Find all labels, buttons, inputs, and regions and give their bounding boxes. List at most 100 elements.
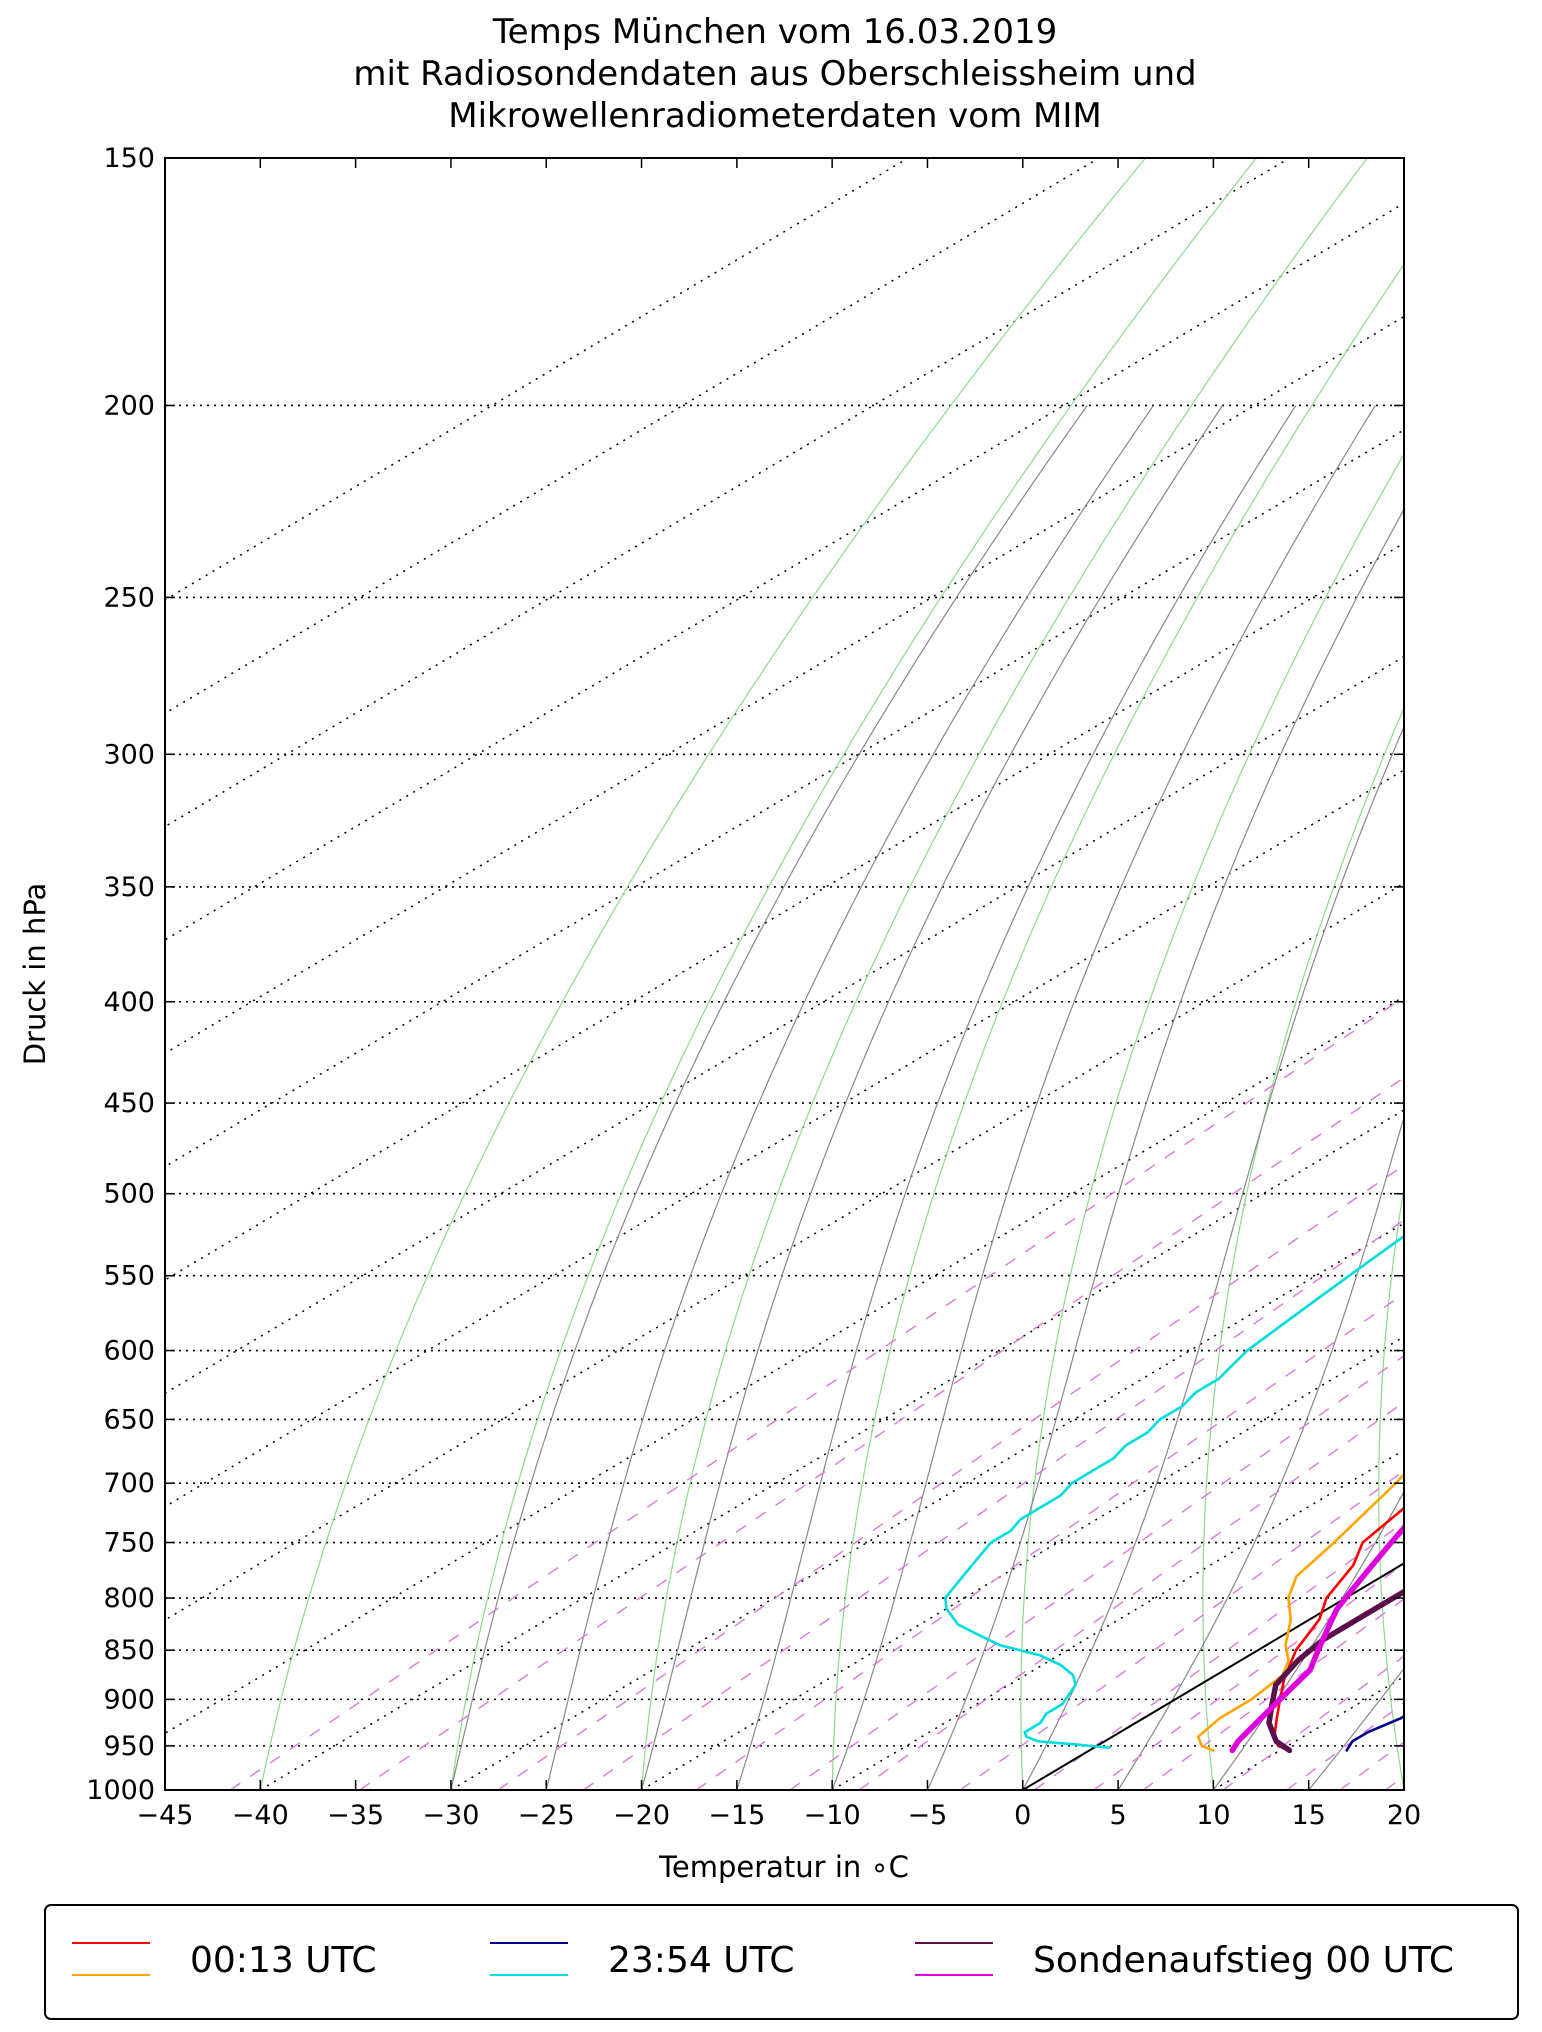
y-tick-label: 400 bbox=[103, 987, 155, 1018]
moist-adiabat-line bbox=[831, 405, 1376, 1790]
mixing-ratio-line bbox=[789, 1354, 1404, 1790]
x-tick-label: 15 bbox=[1292, 1800, 1326, 1831]
dry-adiabat-line bbox=[1378, 1183, 1404, 1790]
mixing-ratio-line bbox=[1034, 1521, 1404, 1790]
legend-label: 00:13 UTC bbox=[190, 1940, 377, 1981]
moist-adiabat-line bbox=[926, 507, 1404, 1790]
y-axis-ticks: 150 200 250 300 350 400 450 500 550 600 650 700 750 8… bbox=[86, 143, 1404, 1806]
mixing-ratio-line bbox=[1426, 406, 1542, 1791]
chart-title-line: Temps München vom 16.03.2019 bbox=[492, 12, 1058, 52]
y-tick-label: 200 bbox=[103, 390, 155, 421]
plot-series bbox=[944, 1234, 1404, 1754]
moist-adiabat-line bbox=[640, 405, 1223, 1790]
y-tick-label: 800 bbox=[103, 1583, 155, 1614]
x-tick-label: −5 bbox=[908, 1800, 948, 1831]
y-tick-label: 500 bbox=[103, 1179, 155, 1210]
isotherm-line bbox=[831, 1449, 1404, 1790]
isotherm-line bbox=[165, 429, 1404, 1168]
x-tick-label: 10 bbox=[1196, 1800, 1230, 1831]
chart-title-line: mit Radiosondendaten aus Oberschleisshei… bbox=[353, 54, 1196, 94]
mixing-ratio-line bbox=[1494, 406, 1542, 1791]
x-tick-label: −10 bbox=[804, 1800, 861, 1831]
x-tick-label: −45 bbox=[137, 1800, 194, 1831]
x-tick-label: −30 bbox=[422, 1800, 479, 1831]
legend: 00:13 UTC 23:54 UTC Sondenaufstieg 00 UTC bbox=[44, 1904, 1519, 2020]
isotherm-line bbox=[450, 1222, 1404, 1790]
moist-adiabat-line bbox=[450, 405, 1088, 1790]
isotherm-line bbox=[165, 655, 1404, 1395]
y-tick-label: 150 bbox=[103, 143, 155, 174]
y-tick-label: 950 bbox=[103, 1731, 155, 1762]
x-tick-label: −15 bbox=[708, 1800, 765, 1831]
isotherm-line bbox=[165, 995, 1404, 1735]
series-line-temperature-4 bbox=[1266, 1588, 1404, 1754]
y-tick-label: 650 bbox=[103, 1404, 155, 1435]
x-tick-label: 5 bbox=[1109, 1800, 1126, 1831]
isotherm-line bbox=[165, 158, 1290, 828]
moist-adiabat-line bbox=[1022, 725, 1404, 1790]
x-axis-ticks: −45 −40 −35 −30 −25 −20 −15 −10 −5 0 5 10 15 20 bbox=[137, 158, 1421, 1831]
dry-adiabat-line bbox=[259, 158, 1146, 1790]
y-axis-label: Druck in hPa bbox=[18, 883, 52, 1066]
x-tick-label: −25 bbox=[518, 1800, 575, 1831]
isotherm-line bbox=[1403, 1789, 1404, 1790]
mixing-ratio-line bbox=[1385, 1775, 1404, 1790]
plot-frame bbox=[164, 157, 1405, 1791]
legend-label: 23:54 UTC bbox=[608, 1940, 795, 1981]
isotherm-line bbox=[165, 542, 1404, 1281]
isotherm-line bbox=[1213, 1675, 1404, 1790]
y-tick-label: 450 bbox=[103, 1088, 155, 1119]
plot-background-lines bbox=[165, 158, 1542, 1791]
y-tick-label: 600 bbox=[103, 1336, 155, 1367]
moist-adiabat-line bbox=[1308, 1667, 1404, 1790]
x-tick-label: −40 bbox=[232, 1800, 289, 1831]
mixing-ratio-line bbox=[959, 1470, 1404, 1790]
series-line-dewpoint-5 bbox=[1229, 1523, 1404, 1754]
y-tick-label: 350 bbox=[103, 872, 155, 903]
dry-adiabat-line bbox=[831, 263, 1404, 1790]
dry-adiabat-line bbox=[450, 158, 1257, 1790]
y-tick-label: 250 bbox=[103, 582, 155, 613]
moist-adiabat-line bbox=[545, 405, 1154, 1790]
legend-label: Sondenaufstieg 00 UTC bbox=[1033, 1940, 1454, 1981]
isotherm-line bbox=[641, 1335, 1404, 1790]
moist-adiabat-line bbox=[1117, 1114, 1404, 1790]
y-tick-label: 1000 bbox=[86, 1775, 155, 1806]
mixing-ratio-line bbox=[1286, 1701, 1404, 1790]
zero-isotherm-line bbox=[1022, 1562, 1404, 1790]
mixing-ratio-line bbox=[229, 996, 1404, 1790]
dry-adiabat-line bbox=[1020, 452, 1404, 1790]
moist-adiabat-line bbox=[1212, 1490, 1404, 1790]
y-tick-label: 850 bbox=[103, 1635, 155, 1666]
mixing-ratio-line bbox=[858, 1401, 1404, 1790]
isotherm-line bbox=[165, 769, 1404, 1508]
mixing-ratio-line bbox=[695, 1292, 1404, 1790]
isotherm-line bbox=[165, 315, 1404, 1055]
series-line-dewpoint-3 bbox=[944, 1234, 1404, 1749]
x-tick-label: 0 bbox=[1014, 1800, 1031, 1831]
x-tick-label: −20 bbox=[613, 1800, 670, 1831]
x-tick-label: −35 bbox=[327, 1800, 384, 1831]
moist-adiabat-line bbox=[1403, 1789, 1404, 1790]
moist-adiabat-line bbox=[736, 405, 1297, 1790]
chart-title-line: Mikrowellenradiometerdaten vom MIM bbox=[448, 96, 1101, 136]
isotherm-line bbox=[165, 882, 1404, 1621]
moist-adiabat-line bbox=[1499, 406, 1542, 1791]
y-tick-label: 700 bbox=[103, 1468, 155, 1499]
y-tick-label: 900 bbox=[103, 1684, 155, 1715]
dry-adiabat-line bbox=[640, 158, 1368, 1790]
series-line-temperature-2 bbox=[1345, 1714, 1404, 1752]
x-tick-label: 20 bbox=[1387, 1800, 1421, 1831]
mixing-ratio-line bbox=[497, 1164, 1404, 1790]
dry-adiabat-line bbox=[1202, 706, 1404, 1790]
legend-frame bbox=[44, 1904, 1519, 2020]
mixing-ratio-line bbox=[359, 1076, 1404, 1790]
y-tick-label: 550 bbox=[103, 1261, 155, 1292]
series-line-temperature-0 bbox=[1273, 1506, 1404, 1752]
x-axis-label: Temperatur in ∘C bbox=[658, 1850, 909, 1884]
y-tick-label: 750 bbox=[103, 1528, 155, 1559]
series-line-dewpoint-1 bbox=[1196, 1472, 1404, 1752]
y-tick-label: 300 bbox=[103, 739, 155, 770]
